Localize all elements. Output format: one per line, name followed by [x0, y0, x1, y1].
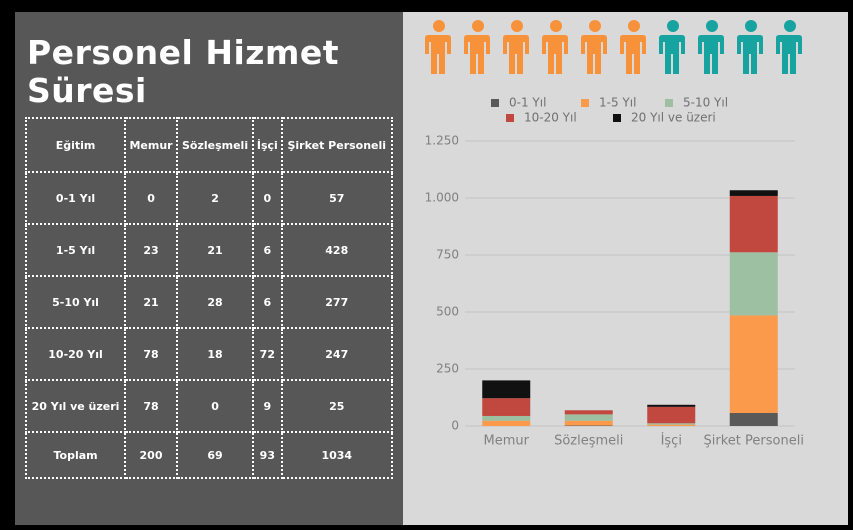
legend-swatch: [491, 99, 499, 107]
y-tick-label: 1.250: [425, 134, 459, 148]
bar-segment: [564, 420, 613, 426]
legend-swatch: [665, 99, 673, 107]
table-cell: 18: [175, 327, 255, 381]
table-cell: 0: [252, 171, 283, 225]
table-cell: 69: [175, 431, 255, 479]
table-cell: Sözleşmeli: [175, 117, 255, 173]
table-cell: 93: [252, 431, 283, 479]
bar-segment: [482, 380, 531, 399]
bar-segment: [647, 404, 696, 407]
bar-segment: [729, 315, 778, 414]
bar-segment: [729, 252, 778, 316]
bar-segment: [482, 420, 531, 426]
table-cell: 57: [280, 171, 394, 225]
chart: 0 250 500 750 1.000 1.250 Memur Sözleşmeli İşçi Ş…: [403, 12, 848, 525]
table-cell: 21: [124, 275, 178, 329]
left-panel: Personel Hizmet Süresi Eğitim Memur Sözleş…: [15, 12, 403, 525]
table-cell: 2: [175, 171, 255, 225]
table-cell: Eğitim: [24, 117, 127, 173]
table-cell: 428: [280, 223, 394, 277]
table-row: 1-5 Yıl 23 21 6 428: [24, 223, 394, 277]
table-cell: Şirket Personeli: [280, 117, 394, 173]
bar-segment: [729, 190, 778, 196]
y-tick-label: 1.000: [425, 191, 459, 205]
bar-segment: [564, 410, 613, 415]
bar-segment: [647, 423, 696, 425]
table-cell: 0: [124, 171, 178, 225]
table-row: 5-10 Yıl 21 28 6 277: [24, 275, 394, 329]
legend-label: 0-1 Yıl: [509, 96, 546, 110]
y-tick-label: 750: [436, 248, 459, 262]
table-cell: 1-5 Yıl: [24, 223, 127, 277]
table-cell: 0-1 Yıl: [24, 171, 127, 225]
table-row: 0-1 Yıl 0 2 0 57: [24, 171, 394, 225]
table-cell: 23: [124, 223, 178, 277]
legend-label: 10-20 Yıl: [524, 111, 577, 125]
table-cell: 28: [175, 275, 255, 329]
x-tick-label: Şirket Personeli: [704, 434, 804, 449]
bar-segment: [647, 406, 696, 424]
table-cell: 200: [124, 431, 178, 479]
table-cell: 72: [252, 327, 283, 381]
table-cell: 1034: [280, 431, 394, 479]
table-cell: 78: [124, 379, 178, 433]
table-cell: 78: [124, 327, 178, 381]
legend-label: 5-10 Yıl: [683, 96, 728, 110]
table-cell: 20 Yıl ve üzeri: [24, 379, 127, 433]
table-cell: 6: [252, 275, 283, 329]
y-tick-label: 250: [436, 362, 459, 376]
table-cell: Memur: [124, 117, 178, 173]
y-tick-label: 0: [451, 419, 459, 433]
bar-segment: [482, 415, 531, 421]
y-tick-label: 500: [436, 305, 459, 319]
table-row: 20 Yıl ve üzeri 78 0 9 25: [24, 379, 394, 433]
table-cell: Toplam: [24, 431, 127, 479]
table-cell: 10-20 Yıl: [24, 327, 127, 381]
legend-label: 20 Yıl ve üzeri: [631, 111, 716, 125]
legend-swatch: [506, 114, 514, 122]
table-cell: 5-10 Yıl: [24, 275, 127, 329]
bar-segment: [729, 195, 778, 253]
table-cell: 247: [280, 327, 394, 381]
table-cell: 277: [280, 275, 394, 329]
table-cell: 25: [280, 379, 394, 433]
title: Personel Hizmet Süresi: [27, 33, 340, 110]
table: Eğitim Memur Sözleşmeli İşçi Şirket Personel…: [24, 117, 394, 479]
x-tick-label: İşçi: [661, 433, 682, 449]
bar-segment: [729, 413, 778, 426]
legend-label: 1-5 Yıl: [599, 96, 636, 110]
x-tick-label: Sözleşmeli: [554, 434, 623, 449]
table-row: Eğitim Memur Sözleşmeli İşçi Şirket Personel…: [24, 117, 394, 173]
table-cell: 6: [252, 223, 283, 277]
bar-segment: [564, 414, 613, 421]
legend-swatch: [613, 114, 621, 122]
table-cell: İşçi: [252, 117, 283, 173]
bar-segment: [647, 424, 696, 426]
legend-swatch: [581, 99, 589, 107]
x-tick-label: Memur: [484, 434, 530, 449]
table-row: Toplam 200 69 93 1034: [24, 431, 394, 479]
table-cell: 0: [175, 379, 255, 433]
table-cell: 21: [175, 223, 255, 277]
bar-segment: [482, 398, 531, 416]
table-cell: 9: [252, 379, 283, 433]
table-row: 10-20 Yıl 78 18 72 247: [24, 327, 394, 381]
